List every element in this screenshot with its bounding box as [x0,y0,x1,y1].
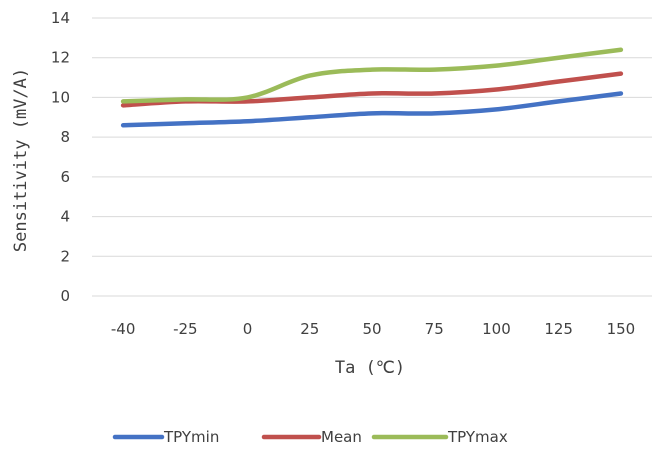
legend-label-tpymin: TPYmin [163,428,219,446]
y-tick-labels: 0 2 4 6 8 10 12 14 [51,9,70,305]
legend-label-tpymax: TPYmax [447,428,508,446]
x-axis-label: Ta (℃) [335,358,405,378]
x-tick-label: 0 [243,320,253,338]
y-axis-label: Sensitivity (mV/A) [11,68,31,252]
legend: TPYmin Mean TPYmax [112,428,508,446]
series-line-tpymax [120,47,624,104]
x-tick-labels: -40 -25 0 25 50 75 100 125 150 [111,320,635,338]
y-tick-label: 12 [51,49,70,67]
y-tick-label: 14 [51,9,70,27]
y-tick-label: 4 [60,208,70,226]
x-tick-label: 100 [482,320,511,338]
y-tick-label: 6 [60,168,70,186]
legend-label-mean: Mean [321,428,362,446]
x-tick-label: 125 [544,320,573,338]
x-tick-label: 50 [362,320,381,338]
y-tick-label: 2 [60,247,70,265]
series-lines [120,47,624,128]
x-tick-label: 150 [607,320,636,338]
y-tick-label: 10 [51,88,70,106]
series-line-tpymin [120,91,624,128]
x-tick-label: 25 [300,320,319,338]
x-tick-label: -25 [173,320,198,338]
x-tick-label: 75 [425,320,444,338]
x-tick-label: -40 [111,320,136,338]
y-tick-label: 8 [60,128,70,146]
y-tick-label: 0 [60,287,70,305]
gridlines [92,17,652,297]
